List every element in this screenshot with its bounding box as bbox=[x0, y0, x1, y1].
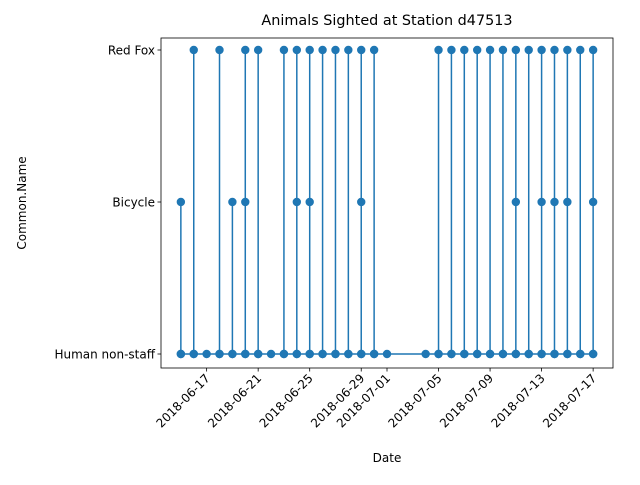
x-tick-label: 2018-07-09 bbox=[437, 371, 496, 430]
data-point bbox=[563, 45, 572, 55]
y-tick-label: Bicycle bbox=[112, 196, 155, 210]
chart-title: Animals Sighted at Station d47513 bbox=[261, 13, 512, 29]
data-point bbox=[202, 349, 211, 359]
data-point bbox=[228, 349, 237, 359]
data-point bbox=[241, 197, 250, 207]
plot-frame bbox=[160, 37, 614, 369]
data-point bbox=[588, 197, 598, 207]
data-point bbox=[524, 349, 533, 359]
data-point bbox=[357, 349, 366, 359]
data-point bbox=[241, 349, 250, 359]
data-point bbox=[550, 45, 559, 55]
data-point bbox=[563, 197, 572, 207]
data-point bbox=[460, 45, 469, 55]
data-point bbox=[369, 349, 379, 359]
data-point bbox=[382, 349, 392, 359]
data-point bbox=[485, 349, 495, 359]
data-point bbox=[176, 197, 186, 207]
data-point bbox=[215, 349, 224, 359]
data-point bbox=[576, 349, 585, 359]
data-point bbox=[318, 45, 327, 55]
data-point bbox=[305, 349, 314, 359]
data-point bbox=[563, 349, 572, 359]
data-point bbox=[421, 349, 430, 359]
data-point bbox=[485, 45, 495, 55]
data-point bbox=[460, 349, 469, 359]
data-point bbox=[241, 45, 250, 55]
data-point bbox=[318, 349, 327, 359]
data-point bbox=[228, 197, 237, 207]
x-tick-label: 2018-06-21 bbox=[205, 371, 264, 430]
data-point bbox=[447, 349, 456, 359]
data-point bbox=[357, 45, 366, 55]
data-point bbox=[369, 45, 379, 55]
data-point bbox=[576, 45, 585, 55]
data-point bbox=[434, 349, 443, 359]
data-point bbox=[279, 45, 289, 55]
data-point bbox=[537, 349, 546, 359]
data-point bbox=[550, 349, 559, 359]
data-point bbox=[253, 349, 263, 359]
data-point bbox=[253, 45, 263, 55]
data-point bbox=[511, 197, 521, 207]
x-tick-label: 2018-07-13 bbox=[489, 371, 548, 430]
data-point bbox=[305, 197, 314, 207]
data-point bbox=[189, 349, 198, 359]
data-point bbox=[537, 45, 546, 55]
data-point bbox=[472, 349, 482, 359]
y-axis-ticks: Human non-staff Bicycle Red Fox bbox=[54, 44, 161, 362]
data-point bbox=[434, 45, 443, 55]
data-point bbox=[292, 349, 302, 359]
data-point bbox=[588, 349, 598, 359]
y-axis-label: Common.Name bbox=[15, 156, 29, 249]
data-point bbox=[447, 45, 456, 55]
y-tick-label: Human non-staff bbox=[54, 348, 155, 362]
data-point bbox=[357, 197, 366, 207]
plot-area bbox=[176, 45, 598, 359]
x-tick-label: 2018-07-17 bbox=[540, 371, 599, 430]
data-point bbox=[344, 45, 353, 55]
data-point bbox=[331, 349, 340, 359]
x-tick-label: 2018-07-05 bbox=[385, 371, 444, 430]
x-tick-label: 2018-06-17 bbox=[154, 371, 213, 430]
y-tick-label: Red Fox bbox=[108, 44, 155, 58]
x-tick-label: 2018-06-25 bbox=[257, 371, 316, 430]
x-axis-label: Date bbox=[373, 451, 402, 465]
data-point bbox=[305, 45, 314, 55]
data-point bbox=[215, 45, 224, 55]
data-point bbox=[472, 45, 482, 55]
data-point bbox=[588, 45, 598, 55]
data-point bbox=[176, 349, 186, 359]
data-point bbox=[279, 349, 289, 359]
data-point bbox=[498, 349, 508, 359]
data-point bbox=[331, 45, 340, 55]
data-point bbox=[511, 349, 521, 359]
x-axis-ticks: 2018-06-172018-06-212018-06-252018-06-29… bbox=[154, 368, 599, 430]
data-point bbox=[189, 45, 198, 55]
data-point bbox=[537, 197, 546, 207]
data-point bbox=[292, 45, 302, 55]
data-point bbox=[550, 197, 559, 207]
data-point bbox=[344, 349, 353, 359]
data-point bbox=[498, 45, 508, 55]
data-point bbox=[266, 349, 276, 359]
data-point bbox=[292, 197, 302, 207]
data-point bbox=[511, 45, 521, 55]
data-point bbox=[524, 45, 533, 55]
